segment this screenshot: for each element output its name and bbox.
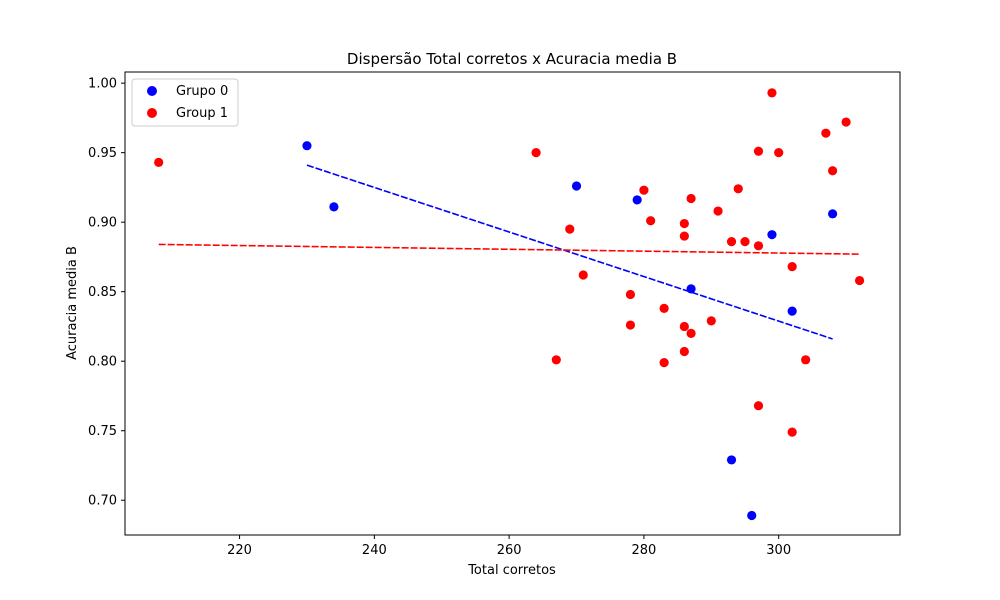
data-point-group-1 <box>531 148 541 158</box>
data-point-grupo-0 <box>632 195 642 205</box>
y-tick-label: 0.80 <box>88 355 117 370</box>
data-point-group-1 <box>767 88 777 98</box>
data-point-group-1 <box>686 328 696 338</box>
data-point-grupo-0 <box>747 510 757 521</box>
data-point-group-1 <box>679 321 689 332</box>
data-point-group-1 <box>854 275 865 286</box>
data-point-group-1 <box>679 346 689 357</box>
axes-frame <box>124 71 901 536</box>
data-point-group-1 <box>659 303 669 313</box>
data-point-group-1 <box>753 146 764 156</box>
data-point-group-1 <box>679 218 689 229</box>
legend: Grupo 0 Group 1 <box>131 78 239 127</box>
data-point-group-1 <box>801 355 811 365</box>
data-point-group-1 <box>774 148 784 158</box>
data-point-group-1 <box>713 206 723 216</box>
legend-marker-grupo-0 <box>147 86 157 96</box>
data-point-grupo-0 <box>571 181 582 191</box>
data-point-group-1 <box>753 241 764 251</box>
data-point-group-1 <box>659 357 669 368</box>
x-tick-label: 240 <box>362 543 387 558</box>
y-axis-label: Acuracia media B <box>65 246 80 360</box>
data-point-group-1 <box>639 185 649 195</box>
y-tick-label: 0.85 <box>88 285 117 300</box>
y-tick-label: 0.75 <box>88 424 117 439</box>
x-tick-label: 220 <box>227 543 252 558</box>
legend-label-grupo-0: Grupo 0 <box>176 84 228 99</box>
data-point-group-1 <box>686 193 696 204</box>
data-point-grupo-0 <box>302 141 312 151</box>
data-point-grupo-0 <box>329 202 339 212</box>
data-point-grupo-0 <box>726 455 737 465</box>
legend-label-group-1: Group 1 <box>176 106 228 121</box>
data-point-group-1 <box>753 401 764 411</box>
data-point-group-1 <box>578 270 588 280</box>
x-tick-label: 260 <box>497 543 522 558</box>
legend-marker-group-1 <box>147 108 157 118</box>
y-tick-label: 0.90 <box>88 216 117 231</box>
data-point-group-1 <box>821 128 831 138</box>
data-point-group-1 <box>551 355 561 365</box>
plot-area <box>154 88 865 521</box>
data-point-grupo-0 <box>787 306 797 316</box>
x-axis-label: Total corretos <box>467 563 556 578</box>
data-point-group-1 <box>733 184 743 194</box>
ticks: 220 240 260 280 300 0.70 0.75 0.80 0.85 0.90 0.95 1… <box>88 77 791 558</box>
data-point-group-1 <box>787 262 797 272</box>
chart-title: Dispersão Total corretos x Acuracia medi… <box>347 50 677 68</box>
legend-box <box>131 78 239 127</box>
data-point-group-1 <box>740 237 750 247</box>
y-tick-label: 0.95 <box>88 146 117 161</box>
data-point-group-1 <box>625 320 636 330</box>
data-point-grupo-0 <box>767 230 777 240</box>
x-tick-label: 280 <box>631 543 656 558</box>
data-point-group-1 <box>625 289 636 300</box>
y-tick-label: 0.70 <box>88 494 117 509</box>
y-tick-label: 1.00 <box>88 77 117 92</box>
data-point-group-1 <box>646 216 656 226</box>
data-point-group-1 <box>828 166 838 176</box>
data-point-group-1 <box>841 117 851 127</box>
data-point-grupo-0 <box>686 284 696 294</box>
data-point-group-1 <box>706 316 716 326</box>
data-point-group-1 <box>565 224 575 234</box>
trend-line-grupo-0 <box>306 164 833 340</box>
data-point-group-1 <box>154 157 164 167</box>
x-tick-label: 300 <box>766 543 791 558</box>
data-point-group-1 <box>726 237 737 247</box>
data-point-group-1 <box>787 427 797 437</box>
data-point-grupo-0 <box>828 209 838 219</box>
data-point-group-1 <box>679 231 689 241</box>
